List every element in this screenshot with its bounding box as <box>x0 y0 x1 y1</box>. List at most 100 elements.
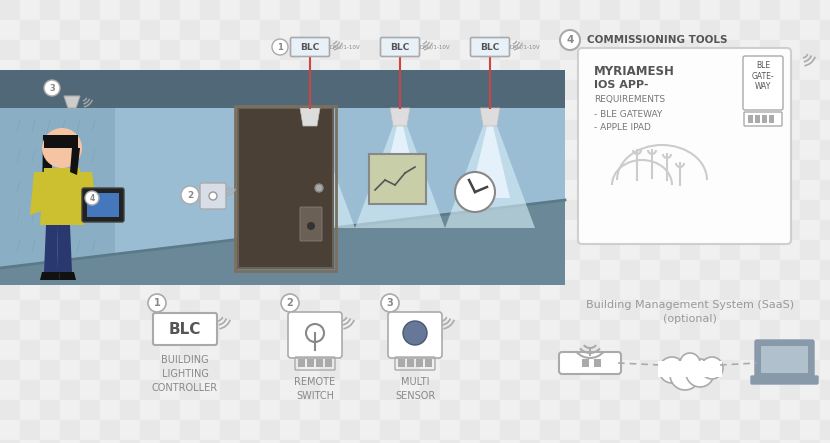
Bar <box>280 360 300 380</box>
Bar <box>760 260 780 280</box>
Bar <box>307 359 314 367</box>
Bar <box>0 80 20 100</box>
Bar <box>80 340 100 360</box>
Bar <box>700 340 720 360</box>
Circle shape <box>680 353 700 373</box>
Bar <box>680 240 700 260</box>
Bar <box>440 180 460 200</box>
Bar <box>640 160 660 180</box>
Circle shape <box>659 357 685 383</box>
Bar <box>220 380 240 400</box>
Bar <box>580 220 600 240</box>
Bar <box>780 160 800 180</box>
Bar <box>700 280 720 300</box>
Bar <box>220 100 240 120</box>
Bar <box>620 140 640 160</box>
Bar <box>160 260 180 280</box>
Bar <box>740 380 760 400</box>
Bar <box>220 240 240 260</box>
Bar <box>680 0 700 20</box>
Bar <box>140 280 160 300</box>
Bar <box>560 280 580 300</box>
Bar <box>20 380 40 400</box>
Bar <box>580 180 600 200</box>
Text: - BLE GATEWAY: - BLE GATEWAY <box>594 110 662 119</box>
Bar <box>480 180 500 200</box>
Bar <box>340 0 360 20</box>
Bar <box>760 360 780 380</box>
Bar <box>180 60 200 80</box>
Bar <box>260 140 280 160</box>
Bar <box>420 400 440 420</box>
Bar <box>340 200 360 220</box>
Bar <box>380 100 400 120</box>
Polygon shape <box>380 126 420 198</box>
Bar <box>740 40 760 60</box>
Bar <box>660 360 680 380</box>
Bar <box>480 140 500 160</box>
Bar <box>460 200 480 220</box>
Bar <box>500 140 520 160</box>
Bar <box>160 120 180 140</box>
Bar <box>400 120 420 140</box>
Bar <box>220 140 240 160</box>
Bar <box>40 300 60 320</box>
Bar <box>440 80 460 100</box>
Bar <box>280 200 300 220</box>
Bar <box>460 400 480 420</box>
Bar <box>500 380 520 400</box>
Bar <box>440 300 460 320</box>
Bar <box>180 140 200 160</box>
Bar <box>780 340 800 360</box>
Bar <box>280 20 300 40</box>
Bar <box>740 0 760 20</box>
Bar <box>60 380 80 400</box>
Bar <box>120 100 140 120</box>
Bar <box>460 80 480 100</box>
FancyBboxPatch shape <box>290 38 330 57</box>
Bar <box>660 200 680 220</box>
Text: BLE
GATE-
WAY: BLE GATE- WAY <box>752 61 774 91</box>
Bar <box>240 140 260 160</box>
Bar <box>480 240 500 260</box>
FancyBboxPatch shape <box>369 154 426 204</box>
Bar <box>260 360 280 380</box>
Bar <box>720 260 740 280</box>
Bar <box>740 120 760 140</box>
Bar <box>560 160 580 180</box>
FancyBboxPatch shape <box>288 312 342 358</box>
Bar <box>300 40 320 60</box>
Bar <box>200 40 220 60</box>
Bar <box>420 420 440 440</box>
Bar <box>40 260 60 280</box>
Bar <box>460 380 480 400</box>
Bar <box>640 400 660 420</box>
Bar <box>260 200 280 220</box>
Bar <box>360 320 380 340</box>
Bar <box>520 380 540 400</box>
Bar <box>0 400 20 420</box>
Bar <box>380 340 400 360</box>
Bar <box>700 220 720 240</box>
Bar <box>760 180 780 200</box>
Bar <box>620 120 640 140</box>
Bar <box>700 440 720 443</box>
Bar <box>680 440 700 443</box>
Bar <box>140 240 160 260</box>
Bar <box>260 120 280 140</box>
Bar <box>580 440 600 443</box>
Bar <box>320 160 340 180</box>
Polygon shape <box>70 148 80 175</box>
Bar <box>560 300 580 320</box>
Bar <box>660 20 680 40</box>
Bar <box>460 180 480 200</box>
Bar <box>40 0 60 20</box>
Bar <box>540 260 560 280</box>
Bar <box>400 320 420 340</box>
Bar <box>420 120 440 140</box>
Bar <box>540 60 560 80</box>
Bar <box>100 440 120 443</box>
Bar <box>360 220 380 240</box>
Bar <box>80 120 100 140</box>
Bar <box>180 280 200 300</box>
